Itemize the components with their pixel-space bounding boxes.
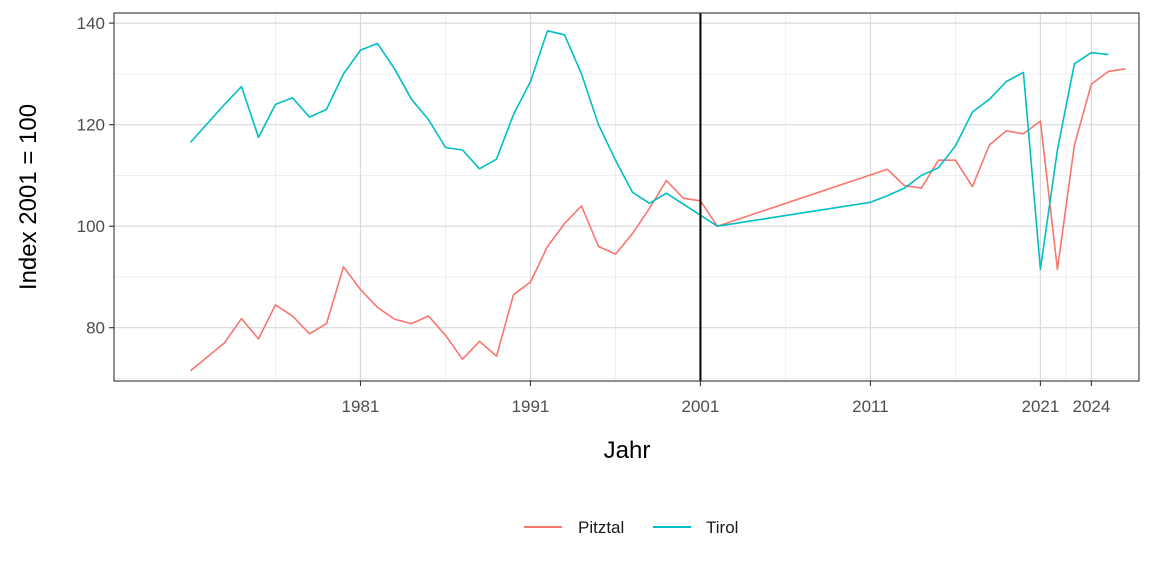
y-tick-label: 120	[77, 116, 105, 135]
plot-panel	[113, 12, 1140, 382]
x-tick-label: 2001	[682, 397, 720, 416]
series-line-tirol	[189, 30, 1109, 271]
minor-gridlines	[114, 13, 1139, 381]
legend-label-tirol: Tirol	[706, 518, 738, 537]
x-tick-label: 2021	[1021, 397, 1059, 416]
plot-border	[113, 12, 1140, 382]
y-tick-label: 140	[77, 14, 105, 33]
y-axis-title: Index 2001 = 100	[15, 104, 42, 290]
x-axis: 1981 1991 2001 2011 2021 2024	[342, 381, 1110, 416]
y-axis: 80 100 120 140	[77, 14, 114, 338]
y-tick-label: 80	[86, 319, 105, 338]
x-tick-label: 1981	[342, 397, 380, 416]
x-tick-label: 2024	[1072, 397, 1110, 416]
x-axis-title: Jahr	[604, 437, 651, 464]
x-tick-label: 1991	[512, 397, 550, 416]
series-layer	[189, 30, 1126, 372]
legend: Pitztal Tirol	[524, 518, 738, 537]
legend-label-pitztal: Pitztal	[578, 518, 624, 537]
series-line-pitztal	[189, 68, 1126, 372]
y-tick-label: 100	[77, 217, 105, 236]
x-tick-label: 2011	[852, 397, 889, 416]
plot-background	[114, 13, 1139, 381]
